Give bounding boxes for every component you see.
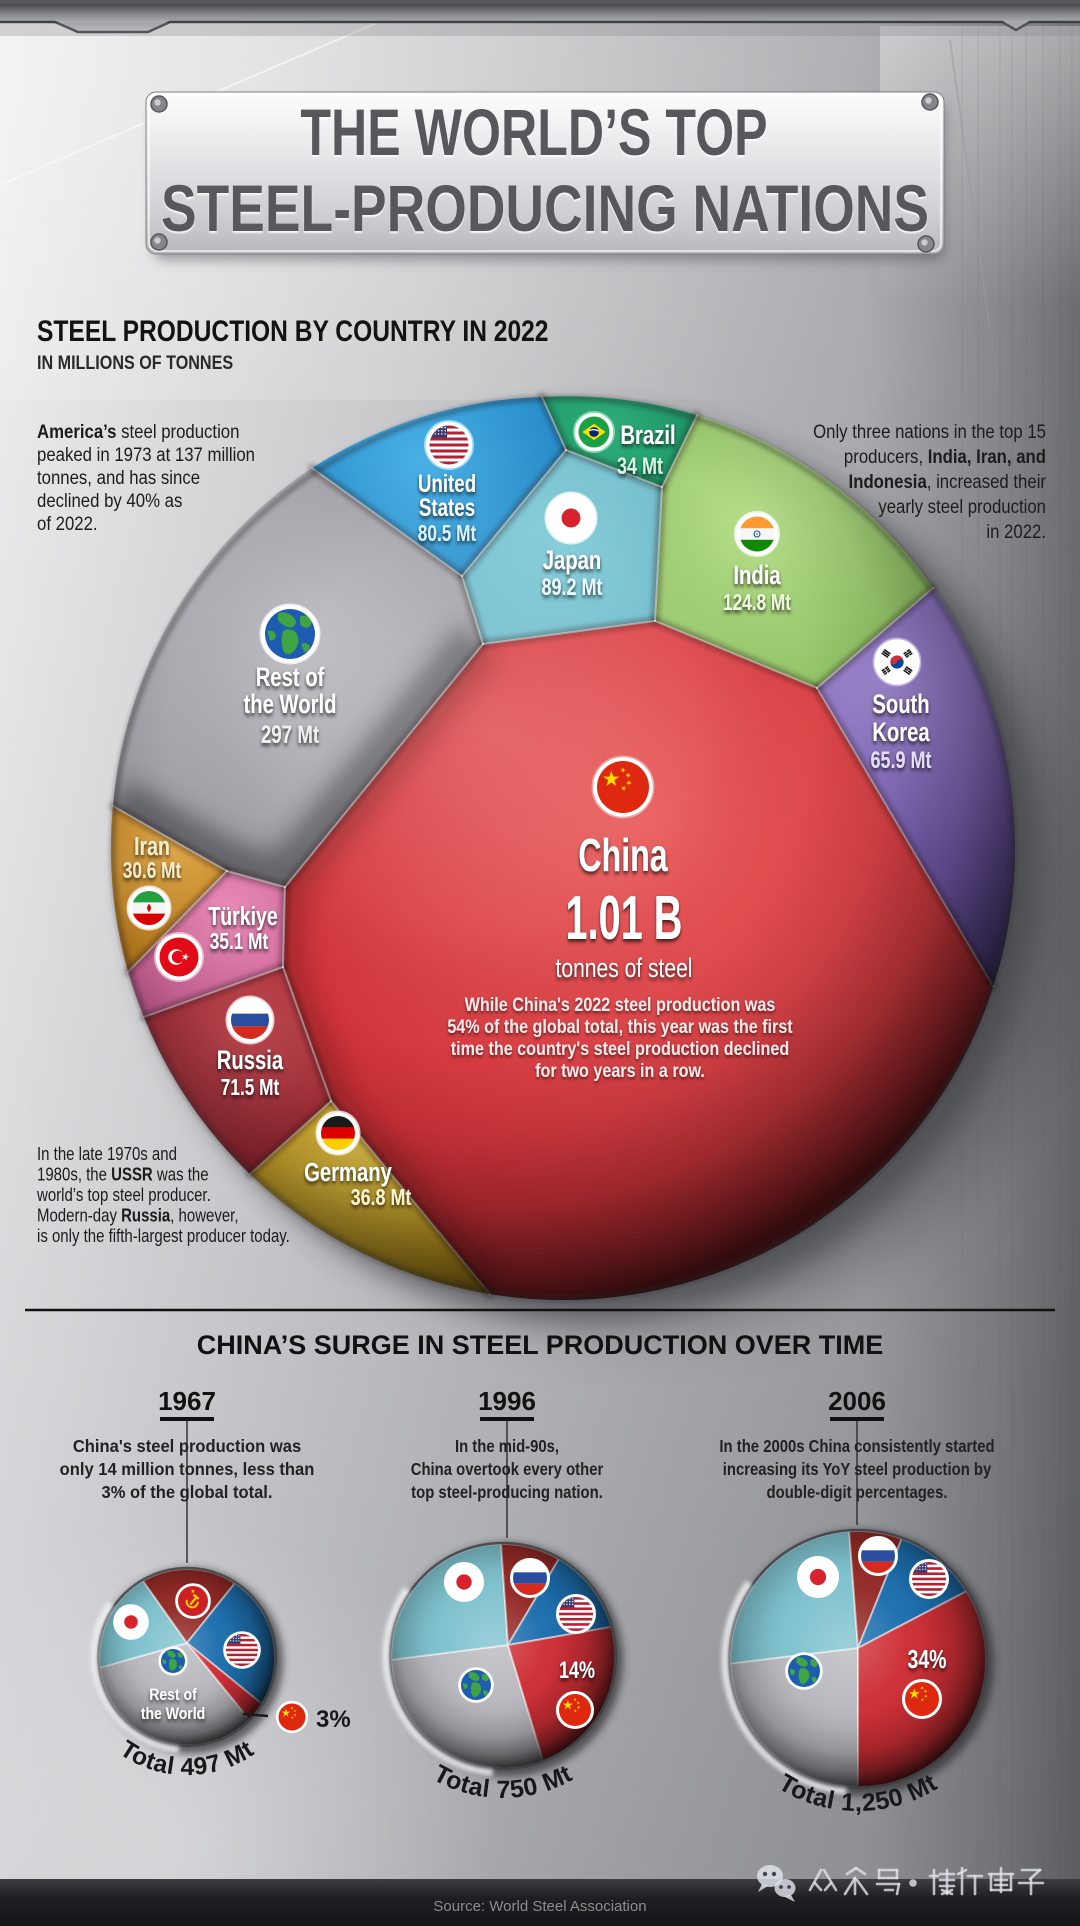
svg-text:declined by 40% as: declined by 40% as (37, 490, 182, 511)
svg-text:South: South (872, 689, 929, 720)
svg-text:While China's 2022 steel produ: While China's 2022 steel production was (465, 994, 776, 1016)
svg-text:top steel-producing nation.: top steel-producing nation. (411, 1483, 603, 1502)
svg-text:Rest of: Rest of (256, 662, 325, 693)
svg-text:THE WORLD’S TOP: THE WORLD’S TOP (300, 96, 767, 169)
svg-text:Rest of: Rest of (149, 1686, 197, 1704)
svg-text:297 Mt: 297 Mt (261, 720, 320, 748)
svg-text:is only the fifth-largest prod: is only the fifth-largest producer today… (37, 1226, 290, 1247)
svg-text:United: United (418, 469, 476, 497)
svg-text:STEEL-PRODUCING NATIONS: STEEL-PRODUCING NATIONS (161, 172, 929, 246)
svg-text:34 Mt: 34 Mt (617, 454, 663, 480)
svg-text:States: States (419, 493, 475, 521)
svg-text:89.2 Mt: 89.2 Mt (541, 575, 602, 601)
svg-text:tonnes, and has since: tonnes, and has since (37, 467, 200, 488)
svg-text:80.5 Mt: 80.5 Mt (418, 522, 477, 547)
svg-text:for two years in a row.: for two years in a row. (535, 1060, 705, 1082)
svg-text:1996: 1996 (478, 1386, 536, 1416)
svg-text:3% of the global total.: 3% of the global total. (102, 1481, 273, 1502)
svg-text:China overtook every other: China overtook every other (411, 1460, 604, 1479)
svg-text:Russia: Russia (217, 1045, 284, 1076)
svg-text:China's steel production was: China's steel production was (73, 1435, 301, 1456)
svg-text:Modern-day Russia, however,: Modern-day Russia, however, (37, 1205, 239, 1226)
svg-text:In the mid-90s,: In the mid-90s, (455, 1437, 559, 1456)
svg-text:Japan: Japan (543, 545, 602, 576)
svg-text:peaked in 1973 at 137 million: peaked in 1973 at 137 million (37, 444, 255, 465)
svg-text:65.9 Mt: 65.9 Mt (870, 748, 931, 774)
svg-text:1980s, the USSR was the: 1980s, the USSR was the (37, 1164, 209, 1185)
svg-text:In the late 1970s and: In the late 1970s and (37, 1144, 177, 1165)
svg-text:Brazil: Brazil (620, 420, 675, 451)
svg-text:34%: 34% (907, 1644, 946, 1673)
svg-text:124.8 Mt: 124.8 Mt (723, 591, 791, 616)
svg-text:increasing its YoY steel produ: increasing its YoY steel production by (723, 1460, 992, 1479)
svg-text:the World: the World (244, 689, 337, 720)
svg-text:Iran: Iran (134, 831, 170, 860)
svg-text:of 2022.: of 2022. (37, 513, 98, 534)
svg-text:54% of the global total, this: 54% of the global total, this year was t… (447, 1016, 792, 1038)
svg-text:3%: 3% (316, 1706, 351, 1733)
svg-text:time the country's steel produ: time the country's steel production decl… (451, 1038, 789, 1060)
svg-text:yearly steel production: yearly steel production (878, 496, 1046, 517)
svg-text:IN MILLIONS OF TONNES: IN MILLIONS OF TONNES (37, 352, 233, 374)
svg-text:14%: 14% (559, 1658, 595, 1684)
svg-text:Indonesia, increased their: Indonesia, increased their (849, 471, 1046, 492)
svg-text:double-digit percentages.: double-digit percentages. (767, 1483, 948, 1502)
svg-text:30.6 Mt: 30.6 Mt (123, 859, 182, 884)
svg-text:Korea: Korea (872, 717, 930, 748)
svg-text:only 14 million tonnes, less t: only 14 million tonnes, less than (60, 1458, 315, 1479)
svg-text:tonnes of steel: tonnes of steel (556, 954, 693, 984)
svg-text:America’s steel production: America’s steel production (37, 421, 239, 442)
svg-text:1.01 B: 1.01 B (566, 884, 683, 953)
svg-text:the World: the World (141, 1705, 205, 1723)
svg-text:Only three nations in the top: Only three nations in the top 15 (813, 421, 1046, 442)
svg-text:2006: 2006 (828, 1386, 886, 1416)
svg-text:world’s top steel producer.: world’s top steel producer. (36, 1185, 211, 1206)
svg-text:producers, India, Iran, and: producers, India, Iran, and (844, 446, 1046, 467)
svg-text:STEEL PRODUCTION BY COUNTRY IN: STEEL PRODUCTION BY COUNTRY IN 2022 (37, 314, 548, 348)
svg-text:1967: 1967 (158, 1386, 216, 1416)
svg-text:In the 2000s China consistentl: In the 2000s China consistently started (719, 1437, 994, 1456)
svg-text:Germany: Germany (304, 1158, 392, 1187)
svg-text:in 2022.: in 2022. (986, 521, 1046, 542)
svg-text:36.8 Mt: 36.8 Mt (351, 1185, 412, 1211)
svg-text:35.1 Mt: 35.1 Mt (210, 930, 269, 955)
svg-text:CHINA’S SURGE IN STEEL PRODUCT: CHINA’S SURGE IN STEEL PRODUCTION OVER T… (197, 1330, 884, 1360)
svg-text:Türkiye: Türkiye (208, 901, 277, 930)
svg-text:Source: World Steel Associatio: Source: World Steel Association (433, 1898, 646, 1915)
svg-text:71.5 Mt: 71.5 Mt (221, 1076, 280, 1101)
svg-text:India: India (733, 560, 781, 591)
svg-text:China: China (578, 830, 668, 881)
